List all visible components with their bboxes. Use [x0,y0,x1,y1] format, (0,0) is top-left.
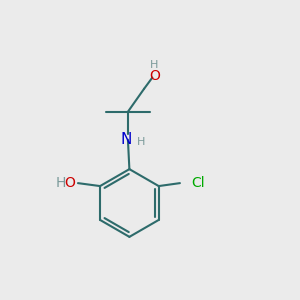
Text: H: H [55,176,66,190]
Text: H: H [137,137,146,147]
Text: Cl: Cl [191,176,205,190]
Text: O: O [64,176,75,190]
Text: O: O [149,69,160,83]
Text: N: N [121,132,132,147]
Text: H: H [150,60,159,70]
